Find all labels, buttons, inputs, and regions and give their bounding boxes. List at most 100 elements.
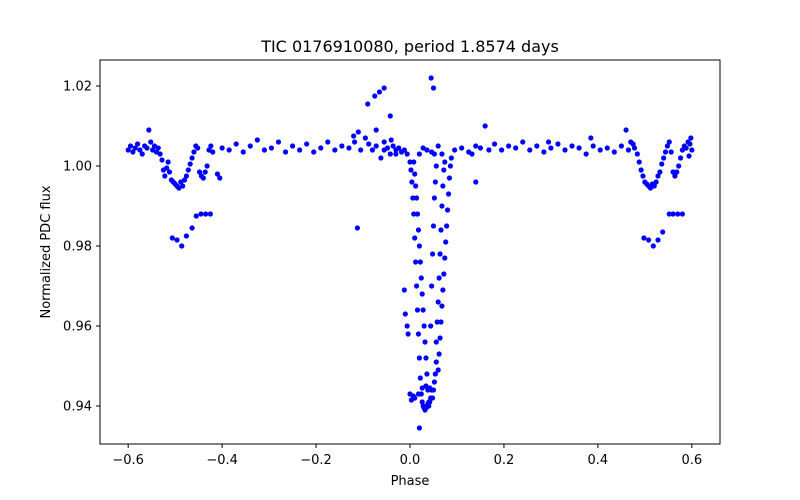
data-point <box>491 141 498 147</box>
data-point <box>409 179 415 185</box>
data-point <box>373 127 379 133</box>
data-point <box>137 147 143 153</box>
y-axis-ticks: 0.94 0.96 0.98 1.00 1.02 <box>63 80 100 415</box>
x-tick-label: 0.4 <box>588 453 609 468</box>
data-point <box>402 311 408 317</box>
data-point <box>440 287 446 293</box>
data-point <box>683 145 689 151</box>
data-point <box>506 143 512 149</box>
data-point <box>404 323 410 329</box>
data-point <box>433 163 439 169</box>
data-point <box>430 223 437 229</box>
data-point <box>666 139 672 145</box>
data-point <box>597 147 603 153</box>
data-point <box>430 85 437 91</box>
data-point <box>452 147 458 153</box>
data-point <box>446 175 453 181</box>
data-point <box>415 331 422 337</box>
data-point <box>127 143 134 149</box>
data-point <box>417 259 423 265</box>
y-tick-label: 0.98 <box>63 240 92 255</box>
data-point <box>414 307 421 313</box>
data-point <box>297 147 303 153</box>
data-point <box>611 149 617 155</box>
data-point <box>169 235 175 241</box>
data-point <box>261 147 267 153</box>
data-point <box>387 151 393 157</box>
data-point <box>661 155 667 161</box>
data-point <box>416 425 422 431</box>
data-point <box>424 147 430 153</box>
data-point <box>185 167 191 173</box>
data-point <box>688 135 694 141</box>
data-point <box>157 151 163 157</box>
data-point <box>275 139 282 145</box>
data-point <box>318 145 324 151</box>
data-point <box>672 173 678 179</box>
data-point <box>583 151 589 157</box>
data-point <box>482 123 488 129</box>
data-point <box>636 159 642 165</box>
data-point <box>130 149 136 155</box>
data-point <box>664 143 670 149</box>
data-point <box>164 165 170 171</box>
data-point <box>125 147 131 153</box>
data-point <box>641 235 647 241</box>
data-point <box>686 153 692 159</box>
data-point <box>393 151 399 157</box>
data-point <box>413 183 419 189</box>
data-point <box>666 211 672 217</box>
x-tick-label: −0.4 <box>206 453 238 468</box>
data-point <box>405 331 411 337</box>
data-point <box>247 143 253 149</box>
data-point <box>473 179 479 185</box>
data-point <box>193 213 199 219</box>
data-point <box>440 183 446 189</box>
data-point <box>438 319 444 325</box>
data-point <box>408 167 414 173</box>
data-point <box>674 169 680 175</box>
data-point <box>650 243 656 249</box>
data-point <box>419 291 425 297</box>
data-point <box>214 171 221 177</box>
data-point <box>638 167 644 173</box>
data-point <box>443 239 449 245</box>
data-point <box>204 163 210 169</box>
data-point <box>268 145 275 151</box>
data-point <box>439 203 445 209</box>
data-point <box>412 235 418 241</box>
data-point <box>445 191 452 197</box>
data-point <box>413 259 419 265</box>
data-point <box>166 169 173 175</box>
data-point <box>604 145 610 151</box>
data-point <box>473 143 479 149</box>
data-point <box>388 137 394 143</box>
data-point <box>410 195 416 201</box>
data-point <box>448 155 454 161</box>
data-point <box>376 89 383 95</box>
data-point <box>384 145 391 151</box>
data-point <box>418 275 424 281</box>
data-point <box>416 355 422 361</box>
data-point <box>365 101 371 107</box>
data-point <box>421 323 427 329</box>
data-point <box>631 145 638 151</box>
data-point <box>414 211 421 217</box>
data-point <box>369 147 376 153</box>
data-point <box>662 149 669 155</box>
data-point <box>423 355 429 361</box>
data-point <box>422 339 428 345</box>
data-point <box>439 303 445 309</box>
data-point <box>437 335 443 341</box>
y-tick-label: 0.96 <box>63 320 92 335</box>
data-point <box>411 159 417 165</box>
data-point <box>187 161 193 167</box>
x-tick-label: 0.0 <box>400 453 421 468</box>
data-point <box>401 287 407 293</box>
data-point <box>226 147 232 153</box>
data-point <box>183 173 190 179</box>
y-tick-label: 0.94 <box>63 400 92 415</box>
data-point <box>588 135 594 141</box>
data-point <box>358 147 364 153</box>
data-point <box>408 397 415 403</box>
